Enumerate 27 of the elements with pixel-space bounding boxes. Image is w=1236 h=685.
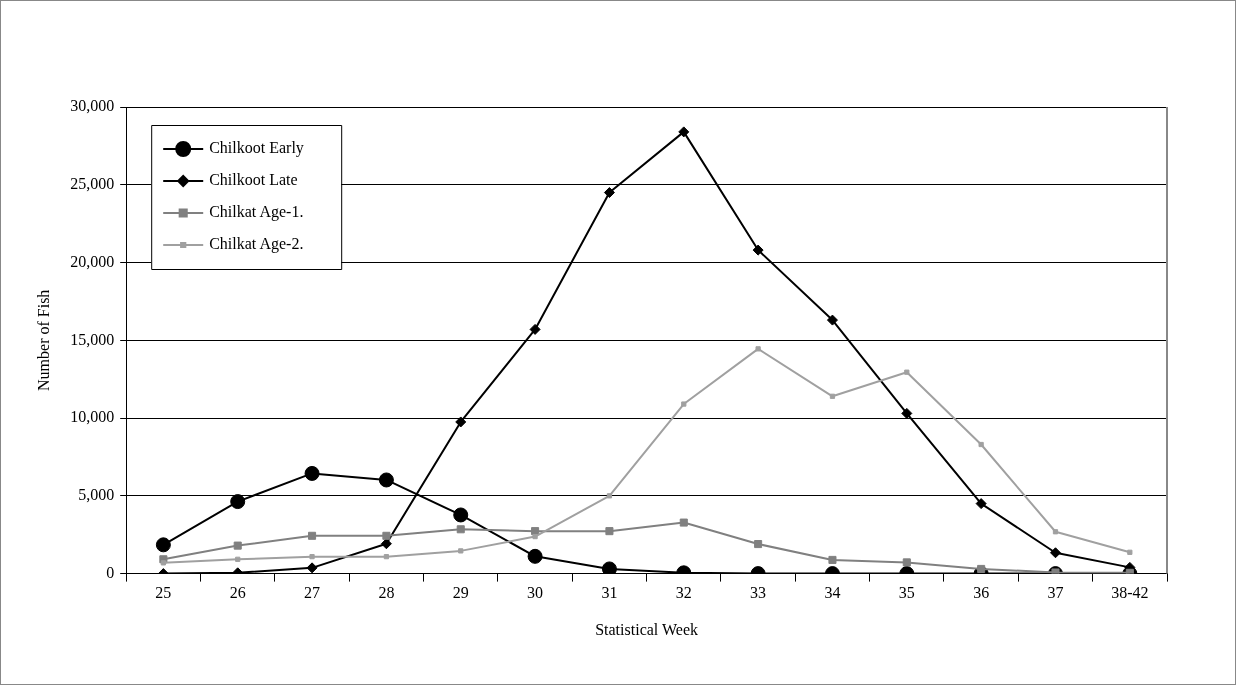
x-tick-label: 35	[898, 584, 915, 602]
y-tick-label: 0	[106, 563, 115, 581]
x-tick-label: 34	[824, 584, 841, 602]
x-axis-title: Statistical Week	[595, 620, 699, 638]
legend-label: Chilkat Age-2.	[209, 235, 304, 254]
x-tick-label: 38-42	[1111, 584, 1149, 602]
x-tick-label: 37	[1047, 584, 1064, 602]
x-tick-label: 31	[601, 584, 618, 602]
x-tick-label: 33	[750, 584, 767, 602]
x-tick-label: 29	[452, 584, 469, 602]
y-tick-label: 20,000	[70, 252, 115, 270]
y-axis-title: Number of Fish	[34, 289, 52, 391]
y-tick-label: 25,000	[70, 174, 115, 192]
x-tick-label: 30	[527, 584, 544, 602]
legend-label: Chilkoot Early	[209, 139, 304, 158]
legend-label: Chilkat Age-1.	[209, 203, 304, 222]
x-tick-label: 26	[229, 584, 246, 602]
x-tick-label: 32	[675, 584, 692, 602]
legend-label: Chilkoot Late	[209, 171, 298, 189]
y-tick-label: 10,000	[70, 408, 115, 426]
y-tick-label: 15,000	[70, 330, 115, 348]
x-tick-label: 36	[973, 584, 990, 602]
y-tick-label: 5,000	[78, 486, 115, 504]
x-tick-label: 28	[378, 584, 395, 602]
y-tick-label: 30,000	[70, 97, 115, 115]
x-tick-label: 27	[304, 584, 321, 602]
x-tick-label: 25	[155, 584, 172, 602]
